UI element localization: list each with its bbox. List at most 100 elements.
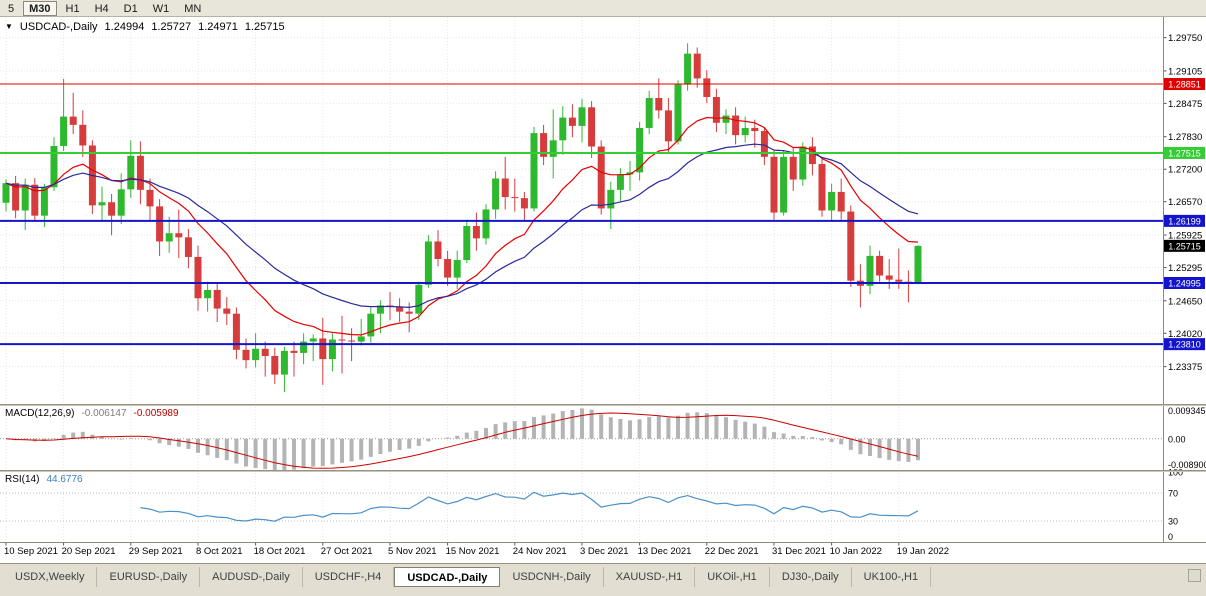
timeframe-button-h1[interactable]: H1	[65, 2, 80, 15]
pane-splitter-macd[interactable]	[0, 404, 1206, 406]
candle-body	[98, 202, 106, 206]
candle-body	[808, 146, 816, 165]
candle-body	[261, 348, 269, 357]
candle-body	[597, 146, 605, 209]
timeframe-button-m30[interactable]: M30	[23, 0, 57, 16]
timeframe-button-w1[interactable]: W1	[152, 2, 170, 15]
symbol-dropdown-icon[interactable]: ▼	[5, 22, 13, 31]
price-axis-label: 1.29750	[1168, 33, 1202, 44]
svg-text:1.27515: 1.27515	[1168, 148, 1201, 158]
chart-tab-xauusdh1[interactable]: XAUUSD-,H1	[604, 567, 696, 587]
candle-body	[876, 255, 884, 276]
candle-body	[252, 348, 260, 361]
candle-body	[348, 340, 356, 342]
price-axis-label: 1.24020	[1168, 329, 1202, 340]
chart-tab-dj30daily[interactable]: DJ30-,Daily	[770, 567, 852, 587]
chart-tab-uk100h1[interactable]: UK100-,H1	[852, 567, 932, 587]
candle-body	[242, 349, 250, 361]
chart-tab-usdxweekly[interactable]: USDX,Weekly	[3, 567, 98, 587]
date-axis-label: 15 Nov 2021	[446, 546, 500, 557]
candle-body	[415, 284, 423, 314]
chart-tab-usdcaddaily[interactable]: USDCAD-,Daily	[394, 567, 501, 587]
candle-body	[789, 156, 797, 180]
candle-body	[799, 146, 807, 180]
candle-body	[818, 164, 826, 211]
candlestick-series	[2, 43, 922, 393]
rsi-axis-label: 0	[1168, 532, 1173, 542]
price-axis-label: 1.24650	[1168, 296, 1202, 307]
timeframe-button-mn[interactable]: MN	[184, 2, 202, 15]
candle-body	[482, 209, 490, 239]
candle-body	[895, 279, 903, 282]
date-axis-label: 19 Jan 2022	[897, 546, 949, 557]
candle-body	[540, 133, 548, 157]
candle-body	[175, 233, 183, 238]
candle-body	[703, 78, 711, 97]
chart-tab-audusddaily[interactable]: AUDUSD-,Daily	[200, 567, 303, 587]
chart-symbol-label: USDCAD-,Daily	[19, 21, 98, 33]
candle-body	[530, 133, 538, 209]
candle-body	[290, 350, 298, 353]
macd-indicator-label: MACD(12,26,9) -0.006147 -0.005989	[5, 408, 179, 419]
rsi-axis-label: 100	[1168, 468, 1183, 478]
date-axis-label: 24 Nov 2021	[513, 546, 567, 557]
date-axis-label: 8 Oct 2021	[196, 546, 242, 557]
window-resize-grip[interactable]	[1188, 569, 1201, 582]
timeframe-button-h4[interactable]: H4	[94, 2, 109, 15]
svg-text:1.25715: 1.25715	[1168, 241, 1201, 251]
candle-body	[492, 178, 500, 210]
candle-body	[165, 233, 173, 242]
price-axis-label: 1.26570	[1168, 197, 1202, 208]
candle-body	[770, 156, 778, 213]
candle-body	[780, 156, 788, 213]
candle-body	[828, 191, 836, 211]
candle-body	[223, 308, 231, 314]
timeframe-toolbar: 5 M30 H1 H4 D1 W1 MN	[0, 0, 1206, 17]
candle-body	[21, 184, 29, 211]
price-level-badge: 1.24995	[1164, 276, 1205, 289]
price-axis-label: 1.25295	[1168, 263, 1202, 274]
candle-body	[232, 313, 240, 350]
candle-body	[837, 191, 845, 212]
candle-body	[79, 124, 87, 146]
candle-body	[847, 211, 855, 281]
price-axis-label: 1.27200	[1168, 165, 1202, 176]
candle-body	[136, 155, 144, 190]
candle-body	[204, 289, 212, 299]
candle-body	[357, 336, 365, 342]
candle-body	[463, 225, 471, 261]
timeframe-button-d1[interactable]: D1	[123, 2, 138, 15]
moving-average-13	[5, 116, 919, 336]
date-axis-label: 18 Oct 2021	[254, 546, 306, 557]
price-level-badge: 1.23810	[1164, 338, 1205, 351]
date-axis-label: 27 Oct 2021	[321, 546, 373, 557]
rsi-name: RSI(14)	[5, 474, 40, 485]
date-axis-label: 13 Dec 2021	[638, 546, 692, 557]
date-axis-label: 3 Dec 2021	[580, 546, 629, 557]
candle-body	[12, 183, 20, 211]
candle-body	[31, 184, 39, 216]
price-chart-canvas[interactable]: 10 Sep 2021 20 Sep 2021 29 Sep 2021 8 Oct 2…	[0, 17, 1206, 563]
candle-body	[424, 241, 432, 285]
svg-text:1.23810: 1.23810	[1168, 340, 1201, 350]
chart-title: ▼ USDCAD-,Daily 1.24994 1.25727 1.24971 …	[5, 21, 285, 33]
candle-body	[50, 146, 58, 188]
candle-body	[213, 289, 221, 309]
chart-tab-ukoilh1[interactable]: UKOil-,H1	[695, 567, 770, 587]
candle-body	[328, 339, 336, 360]
svg-text:1.24995: 1.24995	[1168, 278, 1201, 288]
candle-body	[396, 306, 404, 312]
candle-body	[626, 172, 634, 175]
chart-tab-eurusddaily[interactable]: EURUSD-,Daily	[97, 567, 201, 587]
chart-tab-usdchfh4[interactable]: USDCHF-,H4	[303, 567, 395, 587]
chart-tab-usdcnhdaily[interactable]: USDCNH-,Daily	[500, 567, 604, 587]
chart-tab-bar: USDX,Weekly EURUSD-,Daily AUDUSD-,Daily USD…	[0, 563, 1206, 596]
timeframe-button-5[interactable]: 5	[8, 2, 15, 15]
macd-name: MACD(12,26,9)	[5, 408, 75, 419]
candle-body	[664, 110, 672, 142]
candle-body	[693, 53, 701, 79]
date-axis-label: 20 Sep 2021	[62, 546, 116, 557]
candle-body	[444, 259, 452, 278]
pane-splitter-rsi[interactable]	[0, 470, 1206, 472]
date-axis-label: 10 Sep 2021	[4, 546, 58, 557]
